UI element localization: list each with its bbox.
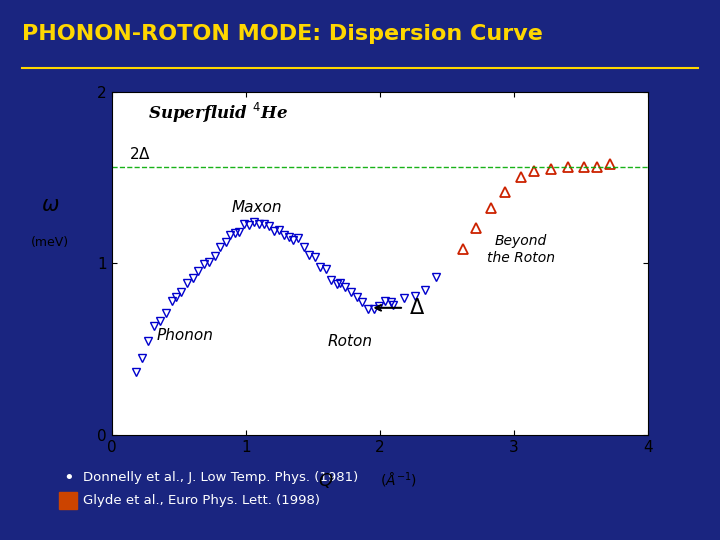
Text: Phonon: Phonon — [157, 328, 214, 343]
Text: Glyde et al., Euro Phys. Lett. (1998): Glyde et al., Euro Phys. Lett. (1998) — [83, 494, 320, 507]
Bar — [59, 492, 77, 509]
Text: $\omega$: $\omega$ — [40, 195, 59, 215]
Text: $2\Delta$: $2\Delta$ — [129, 146, 151, 161]
Text: $(\AA^{-1})$: $(\AA^{-1})$ — [380, 471, 417, 490]
Text: Beyond
the Roton: Beyond the Roton — [487, 234, 554, 265]
Text: Superfluid $^4$He: Superfluid $^4$He — [148, 101, 288, 125]
Text: $Q$: $Q$ — [318, 471, 334, 490]
Text: PHONON-ROTON MODE: Dispersion Curve: PHONON-ROTON MODE: Dispersion Curve — [22, 24, 542, 44]
Text: $\Delta$: $\Delta$ — [409, 298, 426, 318]
Text: Maxon: Maxon — [231, 200, 282, 215]
Text: Donnelly et al., J. Low Temp. Phys. (1981): Donnelly et al., J. Low Temp. Phys. (198… — [83, 471, 358, 484]
Text: Roton: Roton — [328, 334, 373, 348]
Text: •: • — [63, 469, 73, 487]
Text: (meV): (meV) — [31, 236, 69, 249]
